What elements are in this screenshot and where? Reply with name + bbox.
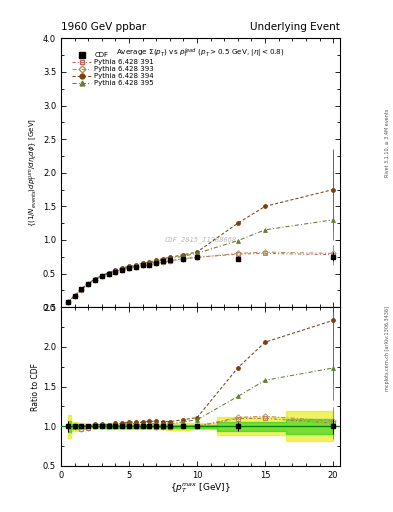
Legend: CDF, Pythia 6.428 391, Pythia 6.428 393, Pythia 6.428 394, Pythia 6.428 395: CDF, Pythia 6.428 391, Pythia 6.428 393,… bbox=[70, 50, 156, 88]
Text: CDF_2015_I1388868: CDF_2015_I1388868 bbox=[164, 237, 237, 243]
Text: mcplots.cern.ch [arXiv:1306.3436]: mcplots.cern.ch [arXiv:1306.3436] bbox=[385, 306, 389, 391]
Text: Underlying Event: Underlying Event bbox=[250, 22, 340, 32]
Text: Average $\Sigma(p_T)$ vs $p_T^{lead}$ ($p_T > 0.5$ GeV, $|\eta| < 0.8$): Average $\Sigma(p_T)$ vs $p_T^{lead}$ ($… bbox=[116, 47, 285, 60]
Y-axis label: Ratio to CDF: Ratio to CDF bbox=[31, 362, 40, 411]
Y-axis label: $\{(1/N_{events}) dp_T^{sum}/d\eta_t d\phi\}$ [GeV]: $\{(1/N_{events}) dp_T^{sum}/d\eta_t d\p… bbox=[28, 118, 40, 227]
Text: Rivet 3.1.10, ≥ 3.4M events: Rivet 3.1.10, ≥ 3.4M events bbox=[385, 109, 389, 178]
X-axis label: $\{p_T^{max}$ [GeV]$\}$: $\{p_T^{max}$ [GeV]$\}$ bbox=[170, 481, 231, 495]
Text: 1960 GeV ppbar: 1960 GeV ppbar bbox=[61, 22, 146, 32]
